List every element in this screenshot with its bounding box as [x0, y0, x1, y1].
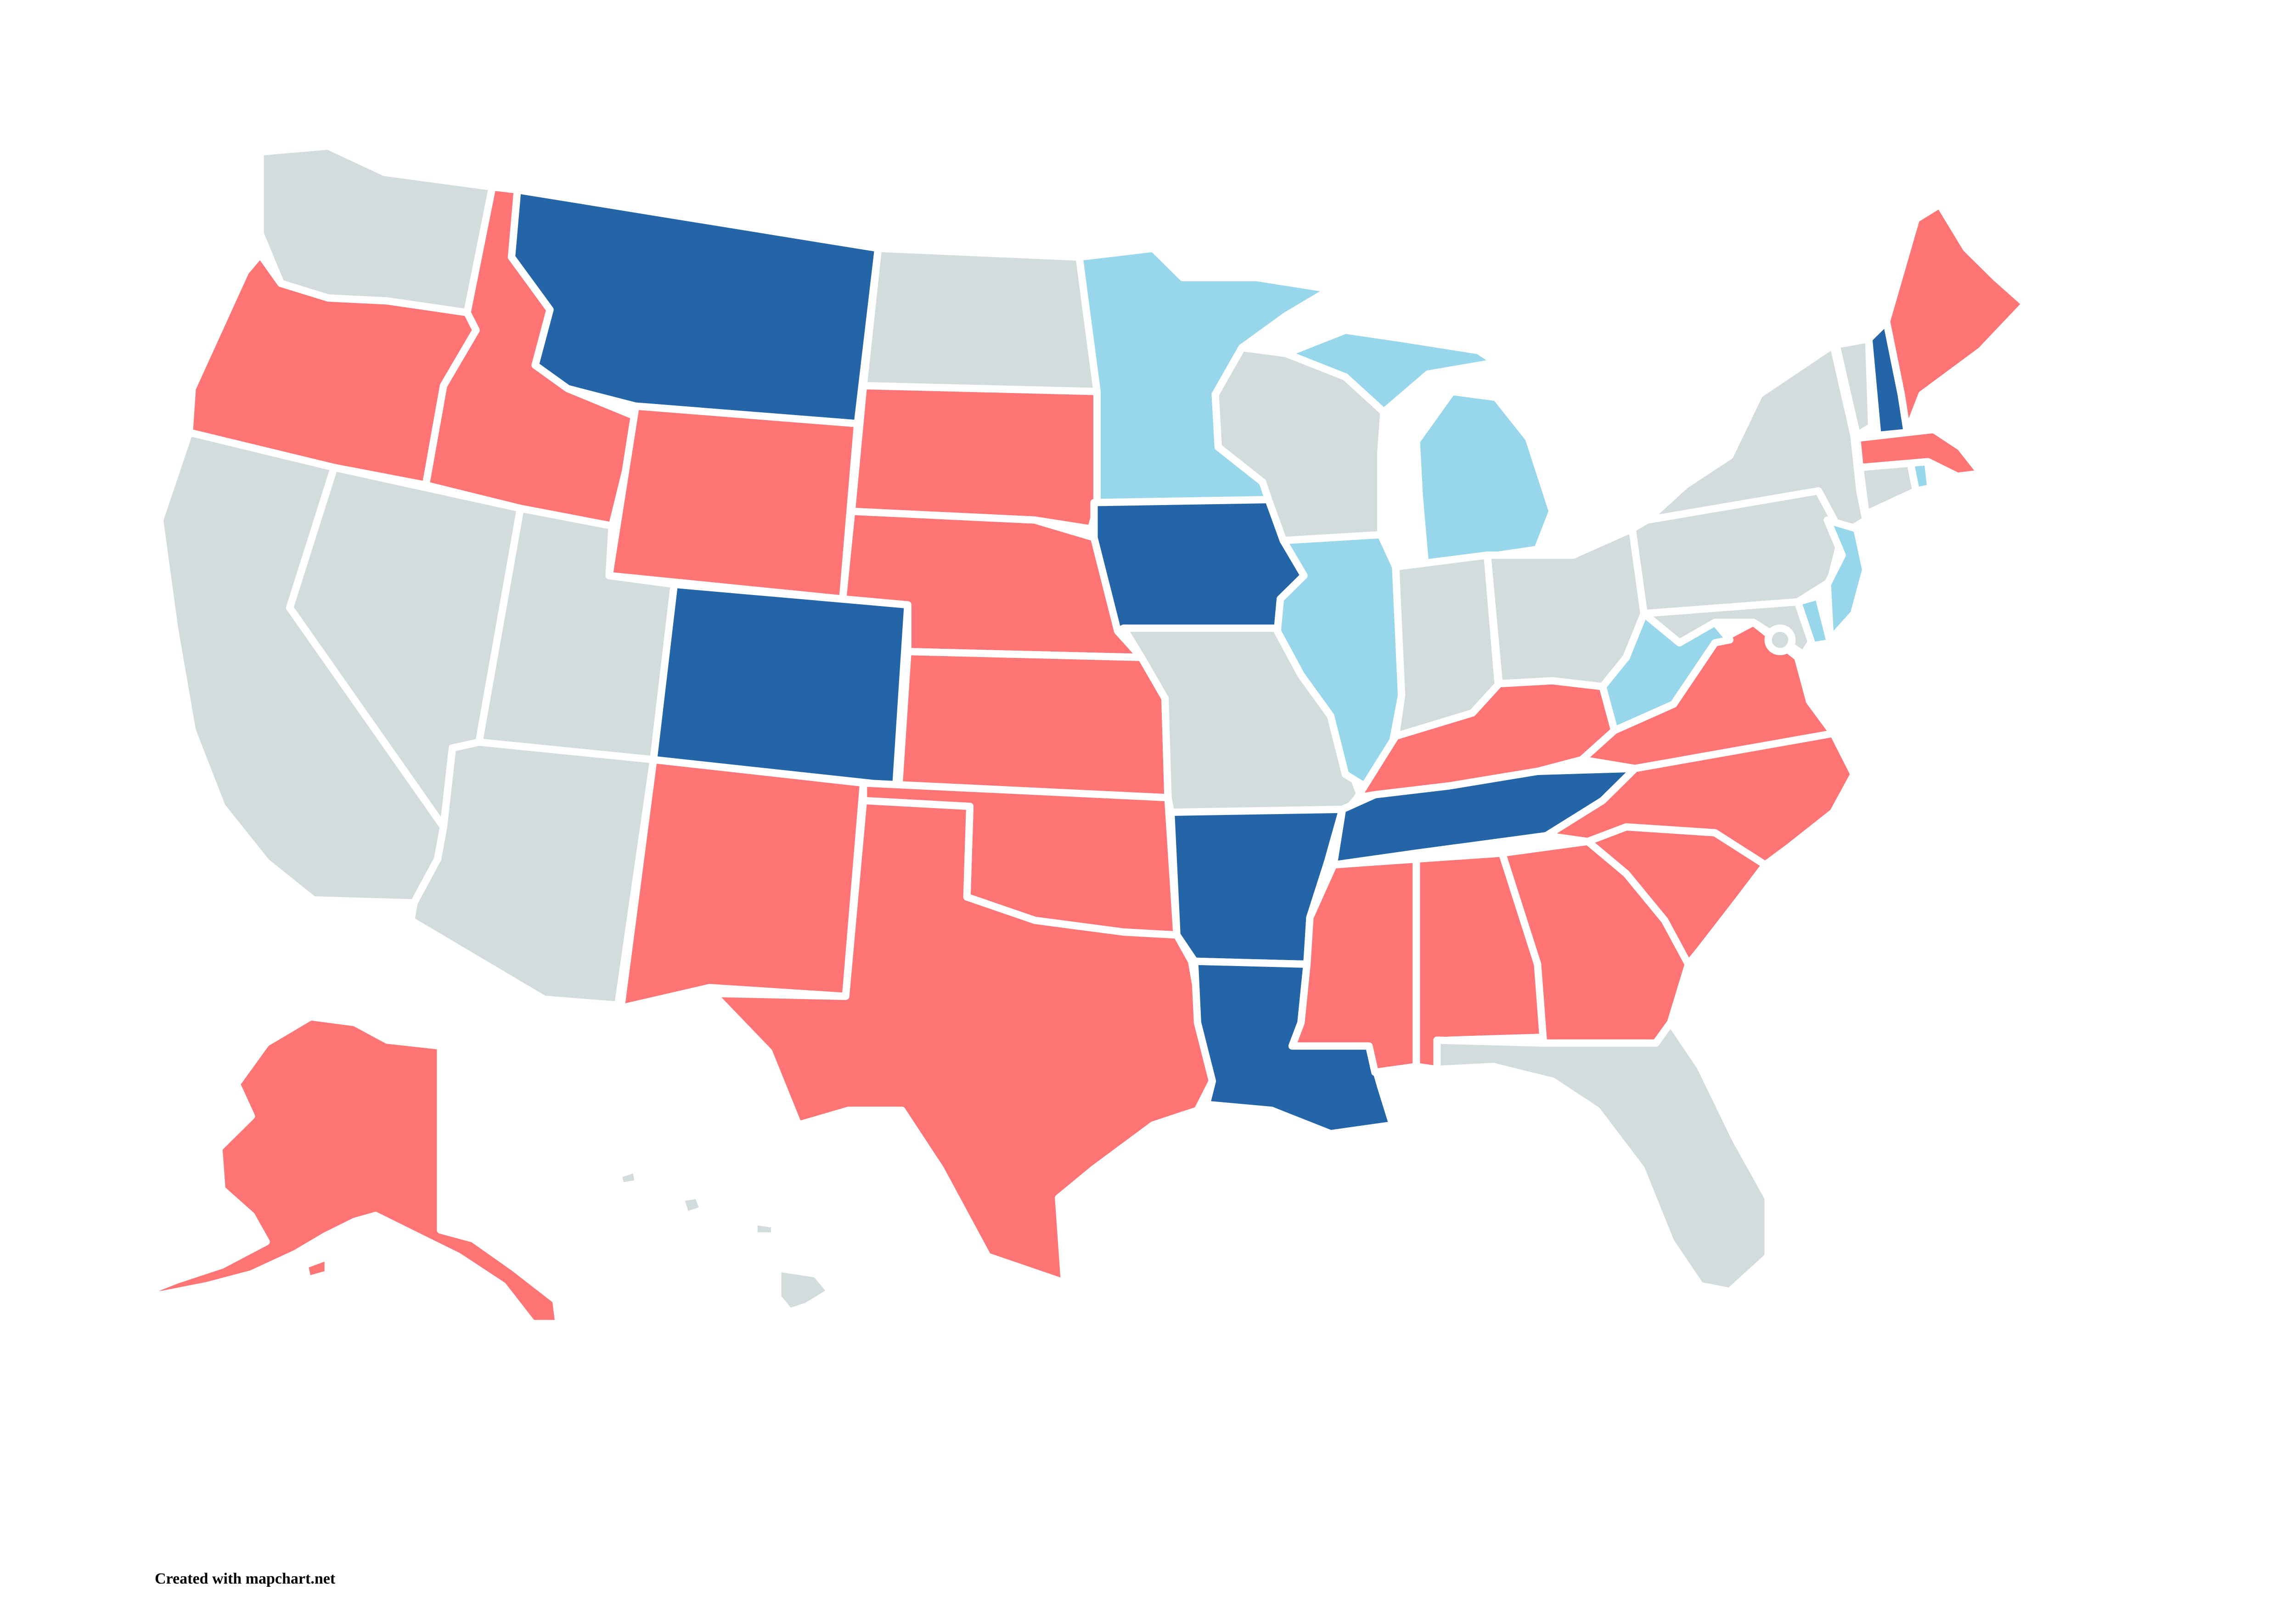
- state-alaska[interactable]: [129, 1013, 563, 1327]
- map-credit: Created with mapchart.net: [155, 1570, 336, 1587]
- state-district-of-columbia[interactable]: [1764, 624, 1796, 656]
- state-massachusetts[interactable]: [1853, 426, 1985, 480]
- state-south-dakota[interactable]: [848, 382, 1104, 533]
- state-west-virginia[interactable]: [1598, 610, 1733, 734]
- state-wisconsin[interactable]: [1211, 344, 1388, 545]
- state-north-carolina[interactable]: [1542, 730, 1858, 869]
- state-michigan[interactable]: [1282, 326, 1556, 568]
- state-north-dakota[interactable]: [860, 244, 1101, 395]
- state-colorado[interactable]: [650, 580, 912, 790]
- state-montana[interactable]: [507, 186, 882, 427]
- state-new-mexico[interactable]: [617, 756, 867, 1012]
- state-texas[interactable]: [709, 797, 1216, 1287]
- alaska-island: [301, 1253, 332, 1284]
- state-florida[interactable]: [1433, 1019, 1772, 1295]
- state-hawaii[interactable]: [614, 1165, 835, 1316]
- state-arizona[interactable]: [407, 738, 658, 1009]
- state-new-jersey[interactable]: [1823, 516, 1870, 644]
- state-kansas[interactable]: [895, 648, 1172, 802]
- state-vermont[interactable]: [1832, 335, 1876, 439]
- state-wyoming[interactable]: [605, 402, 861, 603]
- state-maine[interactable]: [1883, 201, 2029, 436]
